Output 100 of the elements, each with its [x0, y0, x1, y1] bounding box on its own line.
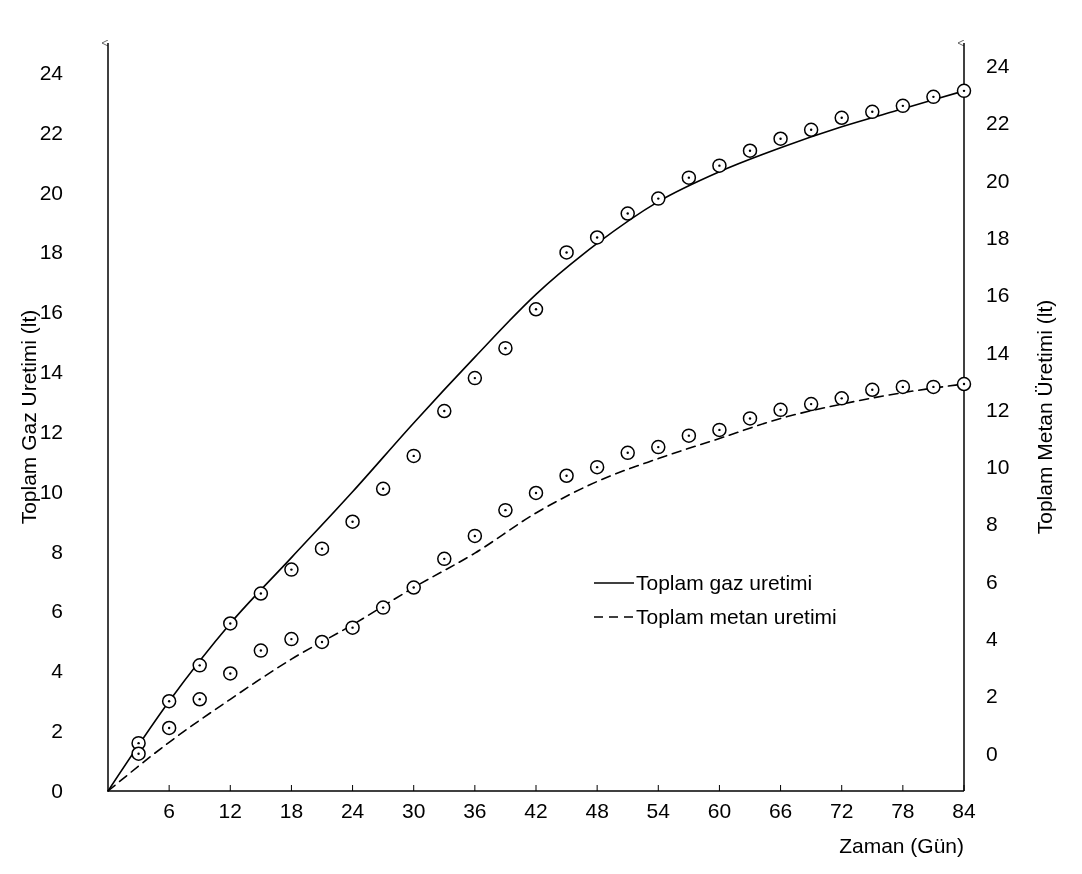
x-tick-label: 18: [279, 799, 304, 822]
point: [742, 411, 758, 426]
point: [345, 514, 360, 529]
y-tick-label: 14: [39, 360, 64, 384]
y-axis-title: Toplam Gaz Uretimi (lt): [17, 309, 40, 525]
point: [865, 382, 880, 398]
point: [742, 143, 758, 158]
point: [773, 131, 788, 146]
y-tick-label: 20: [39, 180, 63, 204]
point: [406, 580, 421, 595]
point: [192, 692, 207, 707]
point: [834, 391, 849, 406]
y-tick-label: 2: [51, 719, 63, 743]
point: [467, 370, 483, 386]
point: [926, 89, 941, 105]
point: [589, 230, 605, 245]
x-tick-label: 6: [163, 799, 175, 822]
y2-tick-label: 10: [986, 455, 1010, 479]
point: [498, 502, 513, 518]
y2-tick-label: 6: [986, 569, 998, 593]
y2-tick-label: 20: [986, 168, 1010, 192]
point: [437, 403, 452, 419]
point: [131, 746, 146, 761]
point: [773, 402, 788, 418]
point: [314, 541, 330, 556]
legend-label: Toplam metan uretimi: [636, 605, 837, 628]
y2-tick-label: 8: [986, 512, 998, 536]
y2-tick-label: 22: [986, 111, 1010, 135]
y-tick-label: 0: [51, 779, 63, 802]
x-tick-label: 66: [768, 799, 793, 822]
point: [284, 631, 299, 647]
point: [956, 83, 972, 99]
point: [192, 658, 207, 673]
y-tick-label: 16: [39, 300, 63, 324]
point: [865, 104, 880, 120]
x-tick-label: 54: [646, 799, 671, 822]
point: [467, 528, 483, 544]
point: [528, 485, 544, 501]
point: [651, 191, 666, 206]
x-tick-label: 84: [952, 799, 976, 822]
point: [895, 98, 911, 114]
y2-tick-label: 2: [986, 684, 998, 708]
point: [223, 616, 238, 631]
point: [559, 245, 574, 260]
point: [651, 439, 666, 455]
point: [498, 340, 513, 356]
point: [528, 302, 544, 317]
y2-tick-label: 4: [986, 627, 998, 651]
y-tick-label: 10: [39, 479, 63, 503]
y2-tick-label: 16: [986, 283, 1010, 307]
point: [712, 158, 727, 173]
x-tick-label: 78: [891, 799, 915, 822]
point: [314, 634, 330, 650]
point: [956, 376, 972, 392]
y-tick-label: 18: [39, 240, 63, 264]
point: [223, 666, 238, 681]
y-tick-label: 4: [51, 659, 64, 683]
y2-tick-label: 18: [986, 225, 1010, 249]
y2-tick-label: 14: [986, 340, 1010, 364]
point: [406, 448, 421, 464]
point: [161, 720, 177, 736]
point: [620, 445, 635, 461]
point: [803, 396, 819, 412]
point: [253, 586, 269, 601]
x-tick-label: 48: [585, 799, 609, 822]
x-tick-label: 24: [340, 799, 365, 822]
x-tick-label: 42: [524, 799, 548, 822]
x-tick-label: 72: [830, 799, 854, 822]
y-tick-label: 22: [39, 120, 63, 144]
y-tick-label: 24: [39, 60, 64, 84]
y-tick-label: 8: [51, 539, 63, 563]
point: [284, 562, 299, 577]
point: [589, 459, 605, 475]
point: [712, 422, 727, 438]
point: [895, 379, 911, 395]
point: [681, 170, 697, 185]
x-tick-label: 60: [707, 799, 732, 822]
y2-tick-label: 0: [986, 741, 998, 765]
legend-label: Toplam gaz uretimi: [636, 571, 813, 594]
point: [559, 468, 574, 483]
point: [253, 643, 269, 658]
x-tick-label: 30: [402, 799, 426, 822]
y2-tick-label: 12: [986, 397, 1010, 421]
point: [803, 122, 819, 138]
point: [620, 206, 635, 221]
point: [161, 693, 177, 709]
x-tick-label: 12: [218, 799, 242, 822]
point: [834, 110, 849, 126]
y2-tick-label: 24: [986, 53, 1010, 77]
x-axis-title: Zaman (Gün): [839, 834, 964, 857]
point: [375, 481, 391, 497]
x-tick-label: 36: [463, 799, 487, 822]
y-tick-label: 12: [39, 419, 63, 443]
point: [345, 620, 360, 635]
point: [926, 379, 941, 395]
y2-axis-title: Toplam Metan Üretimi (lt): [1033, 299, 1056, 535]
point: [681, 428, 697, 443]
point: [437, 551, 452, 567]
point: [375, 600, 391, 615]
y-tick-label: 6: [51, 599, 63, 623]
